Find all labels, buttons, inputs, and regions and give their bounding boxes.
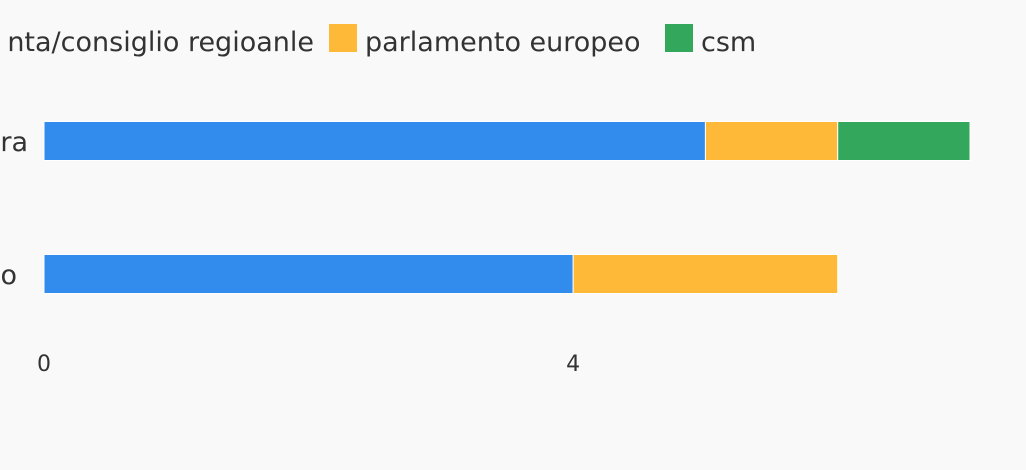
legend-label-1: nta/consiglio regioanle [7, 27, 314, 58]
x-tick-label-1: 0 [37, 352, 51, 377]
bar-1-series-2 [704, 121, 839, 161]
bar-1-series-3 [837, 121, 971, 161]
bar-2-series-1 [43, 254, 574, 294]
legend-label-2: parlamento europeo [365, 27, 641, 58]
x-tick-label-2: 4 [566, 352, 580, 377]
bars [43, 121, 971, 294]
legend-swatch-2 [329, 24, 357, 52]
y-axis-labels: ra o [0, 127, 28, 291]
bar-2-series-2 [572, 254, 839, 294]
category-label-1: ra [0, 127, 28, 158]
legend-label-3: csm [701, 27, 756, 58]
legend-swatch-3 [665, 24, 693, 52]
category-label-2: o [0, 260, 17, 291]
legend: nta/consiglio regioanle parlamento europe… [7, 24, 756, 58]
bar-1-series-1 [43, 121, 706, 161]
